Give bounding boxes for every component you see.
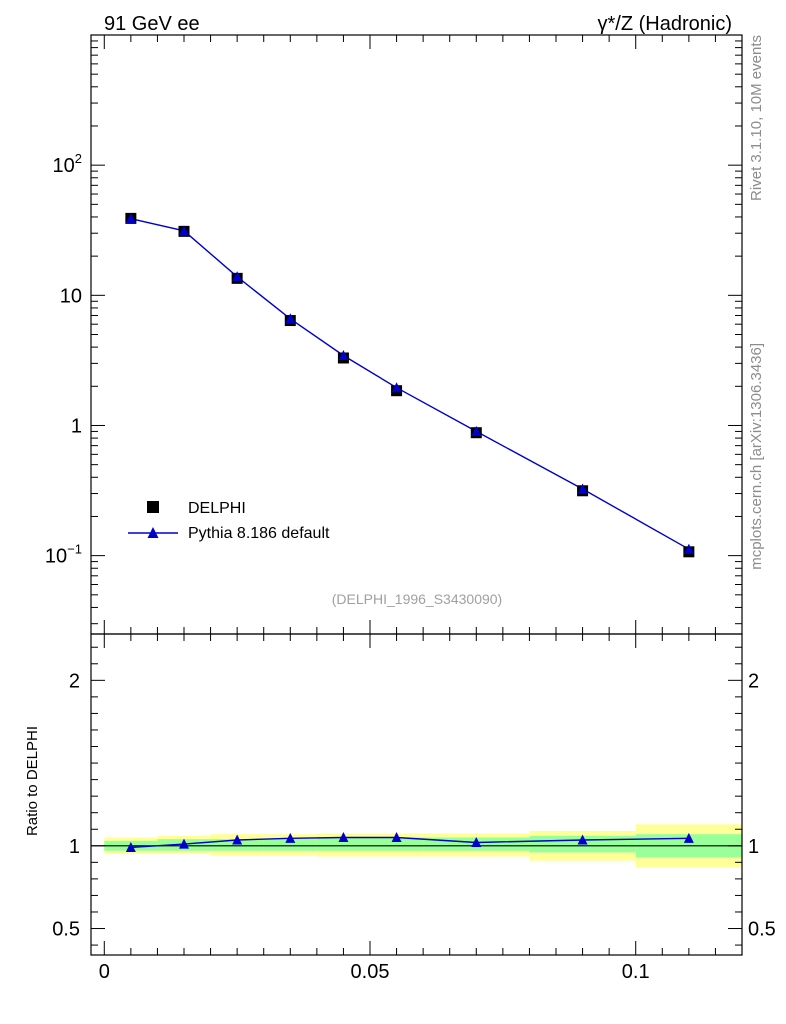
ratio-panel: 0.5 0.5 1 1 2 2 0 0.05 0.1	[52, 633, 776, 983]
main-y-tick-labels: 10−1 1 10 102	[45, 151, 82, 567]
band-inner-bin	[316, 837, 370, 851]
ratio-mc-points	[125, 832, 694, 852]
ratio-frame	[90, 633, 743, 956]
ratio-point	[179, 838, 189, 849]
ratio-y-axis-label: Ratio to DELPHI	[24, 726, 41, 836]
main-frame	[90, 34, 743, 635]
ratio-y-tick-labels: 0.5 0.5 1 1 2 2	[52, 670, 776, 940]
header-right: γ*/Z (Hadronic)	[598, 13, 732, 35]
legend-mc-marker	[147, 527, 159, 538]
x-tick-label: 0	[99, 961, 110, 983]
side-label-mcplots: mcplots.cern.ch [arXiv:1306.3436]	[748, 343, 765, 570]
mc-point	[285, 313, 296, 324]
ratio-point	[577, 834, 588, 845]
ratio-point	[125, 841, 136, 852]
mc-point	[577, 483, 588, 494]
main-y-tick-label: 10	[60, 285, 82, 307]
analysis-watermark: (DELPHI_1996_S3430090)	[332, 591, 502, 607]
ratio-y-tick-label-right: 2	[748, 670, 759, 692]
main-y-tick-label: 10−1	[45, 542, 82, 568]
band-inner-bin	[210, 839, 264, 851]
ratio-point	[338, 832, 349, 843]
main-panel: 10−1 1 10 102 (DELPHI_1996_S3430090)	[45, 34, 743, 635]
ratio-tick-marks	[91, 634, 743, 955]
ratio-point	[683, 832, 694, 843]
ratio-point	[391, 832, 402, 843]
legend: DELPHI Pythia 8.186 default	[128, 500, 330, 542]
ratio-y-tick-label-right: 0.5	[748, 919, 776, 941]
legend-data-marker	[147, 501, 159, 513]
header-left: 91 GeV ee	[104, 13, 200, 35]
main-tick-marks	[91, 35, 743, 634]
ratio-point	[471, 836, 482, 847]
mc-point	[232, 271, 243, 282]
x-tick-label: 0.1	[622, 961, 650, 983]
mc-point	[125, 213, 136, 224]
x-tick-label: 0.05	[351, 961, 390, 983]
legend-mc-label: Pythia 8.186 default	[188, 525, 330, 542]
legend-data-label: DELPHI	[188, 500, 246, 517]
mc-point	[179, 225, 189, 236]
mc-point	[338, 349, 349, 360]
mc-point	[391, 382, 402, 393]
side-label-rivet: Rivet 3.1.10, 10M events	[748, 35, 765, 201]
ratio-y-tick-label-right: 1	[748, 836, 759, 858]
ratio-y-tick-label-left: 2	[69, 670, 80, 692]
band-inner-bin	[263, 839, 317, 851]
ratio-y-tick-label-left: 0.5	[52, 919, 80, 941]
main-y-tick-label: 1	[71, 415, 82, 437]
mc-points	[125, 213, 694, 554]
x-tick-labels: 0 0.05 0.1	[99, 961, 650, 983]
mc-point	[471, 425, 482, 436]
ratio-point	[285, 832, 296, 843]
ratio-point	[232, 834, 243, 845]
mc-point	[683, 543, 694, 554]
ratio-y-tick-label-left: 1	[69, 836, 80, 858]
band-inner-bin	[370, 837, 424, 851]
main-y-tick-label: 102	[53, 151, 82, 177]
